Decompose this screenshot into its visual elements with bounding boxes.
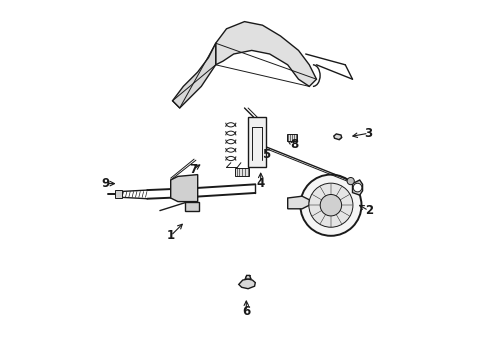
Polygon shape — [185, 202, 199, 211]
Polygon shape — [215, 22, 316, 86]
Text: 9: 9 — [102, 177, 110, 190]
Polygon shape — [287, 196, 309, 209]
Text: 1: 1 — [166, 229, 174, 242]
Text: 6: 6 — [242, 305, 250, 318]
Circle shape — [300, 175, 361, 236]
Polygon shape — [170, 175, 197, 202]
Text: 7: 7 — [189, 163, 197, 176]
Circle shape — [308, 183, 352, 227]
Polygon shape — [352, 180, 362, 195]
Circle shape — [352, 183, 361, 192]
FancyBboxPatch shape — [247, 117, 265, 167]
Text: 3: 3 — [364, 127, 372, 140]
Text: 5: 5 — [262, 148, 270, 161]
Circle shape — [320, 194, 341, 216]
Polygon shape — [244, 275, 250, 279]
Polygon shape — [238, 279, 255, 289]
FancyBboxPatch shape — [114, 190, 122, 198]
Polygon shape — [172, 43, 215, 108]
Circle shape — [346, 177, 354, 185]
Polygon shape — [333, 134, 341, 140]
Text: 2: 2 — [364, 204, 372, 217]
FancyBboxPatch shape — [286, 134, 296, 141]
Text: 4: 4 — [256, 177, 264, 190]
FancyBboxPatch shape — [235, 168, 249, 176]
Text: 8: 8 — [289, 138, 298, 150]
